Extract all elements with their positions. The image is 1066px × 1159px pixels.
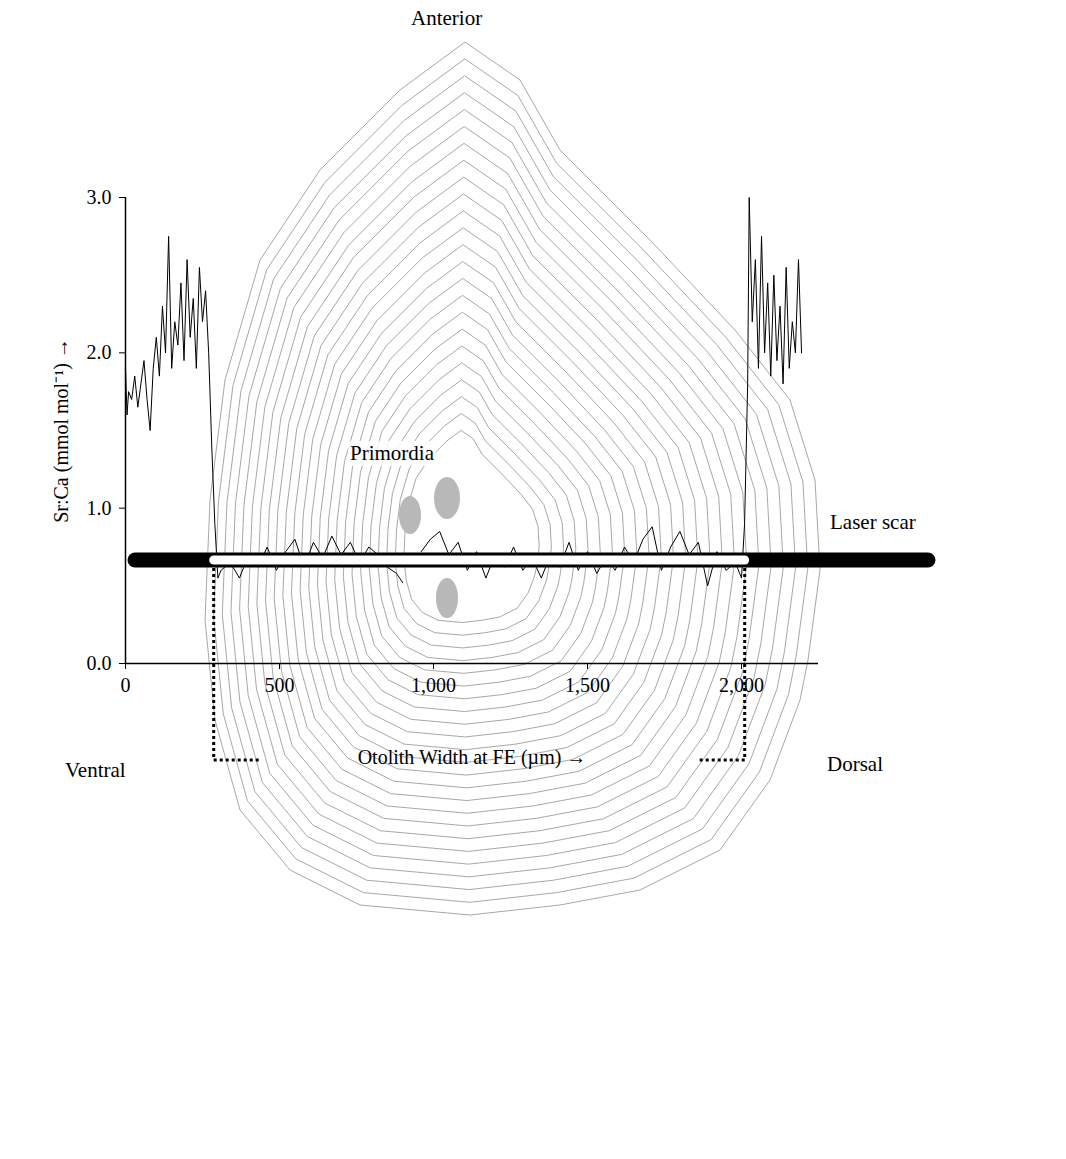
svg-text:Otolith Width at FE (µm) →: Otolith Width at FE (µm) → bbox=[358, 746, 587, 769]
svg-text:1,000: 1,000 bbox=[411, 674, 456, 696]
svg-text:0: 0 bbox=[121, 674, 131, 696]
html-text:Dorsal: Dorsal bbox=[827, 752, 883, 776]
svg-text:1,500: 1,500 bbox=[565, 674, 610, 696]
svg-text:2.0: 2.0 bbox=[87, 341, 112, 363]
svg-text:0.0: 0.0 bbox=[87, 652, 112, 674]
svg-text:3.0: 3.0 bbox=[87, 186, 112, 208]
html-text:Primordia: Primordia bbox=[350, 441, 434, 465]
svg-text:Sr:Ca (mmol mol⁻¹) →: Sr:Ca (mmol mol⁻¹) → bbox=[50, 338, 73, 523]
svg-text:2,000: 2,000 bbox=[719, 674, 764, 696]
svg-text:1.0: 1.0 bbox=[87, 497, 112, 519]
svg-text:500: 500 bbox=[265, 674, 295, 696]
html-text:Laser scar: Laser scar bbox=[830, 510, 916, 534]
html-text:Anterior: Anterior bbox=[411, 6, 483, 30]
html-text:Ventral: Ventral bbox=[65, 758, 126, 782]
